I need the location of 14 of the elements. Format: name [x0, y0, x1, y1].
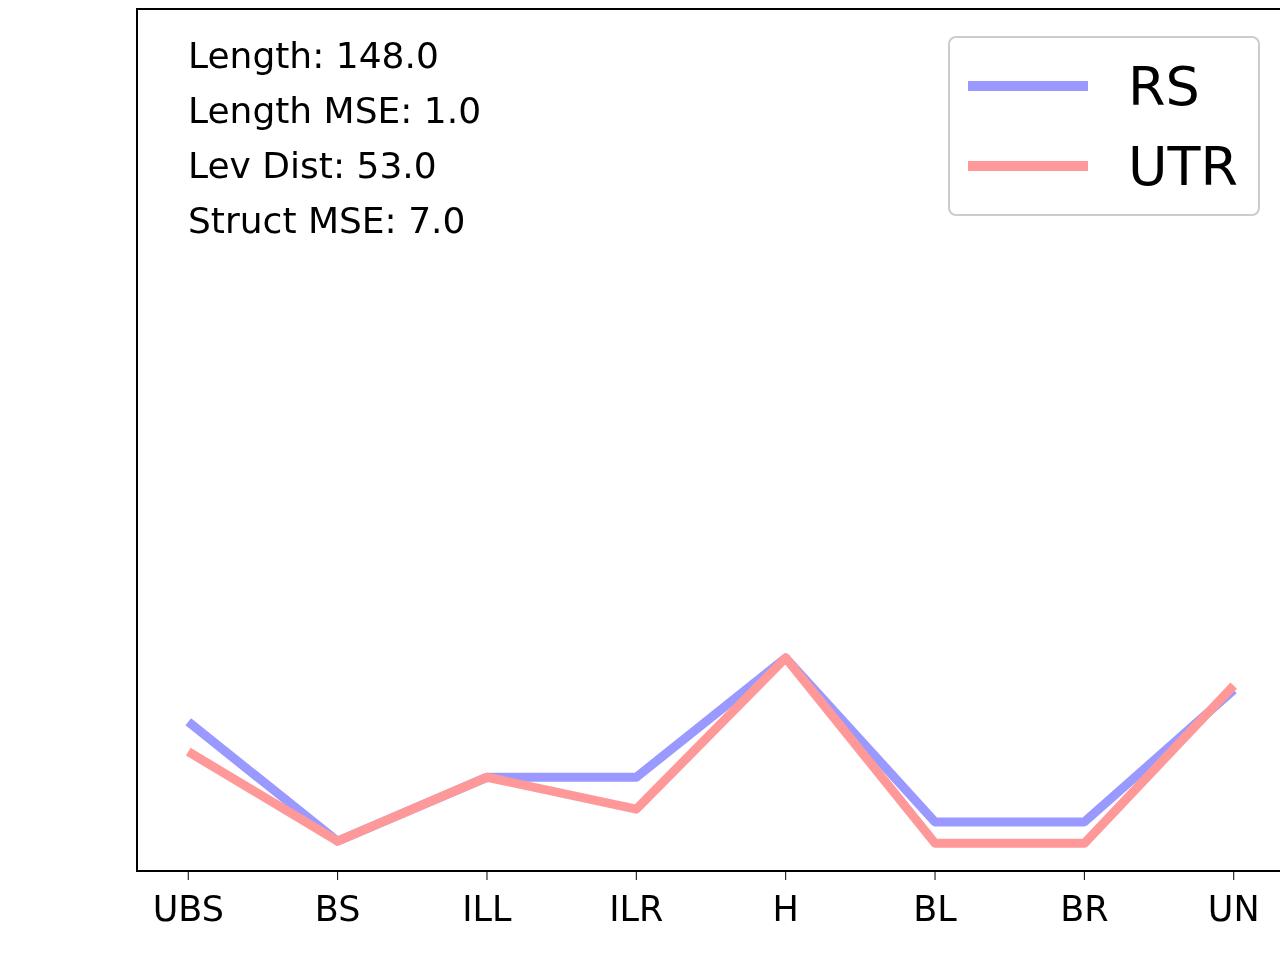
legend-label: UTR — [1127, 134, 1238, 198]
text: Lev Dist: 53.0 — [188, 144, 438, 188]
text: Struct MSE: 7.0 — [188, 199, 467, 243]
text: Length: 148.0 — [188, 34, 440, 78]
x-tick-label: BL — [913, 888, 958, 929]
x-tick-label: UN — [1207, 888, 1260, 929]
x-tick-label: ILL — [462, 888, 513, 929]
x-tick-label: ILR — [609, 888, 664, 929]
x-tick-label: H — [772, 888, 799, 929]
x-tick-label: BS — [314, 888, 361, 929]
x-tick-label: BR — [1060, 888, 1109, 929]
text: Length MSE: 1.0 — [188, 89, 482, 133]
legend-label: RS — [1127, 54, 1200, 118]
x-tick-label: UBS — [152, 888, 224, 929]
